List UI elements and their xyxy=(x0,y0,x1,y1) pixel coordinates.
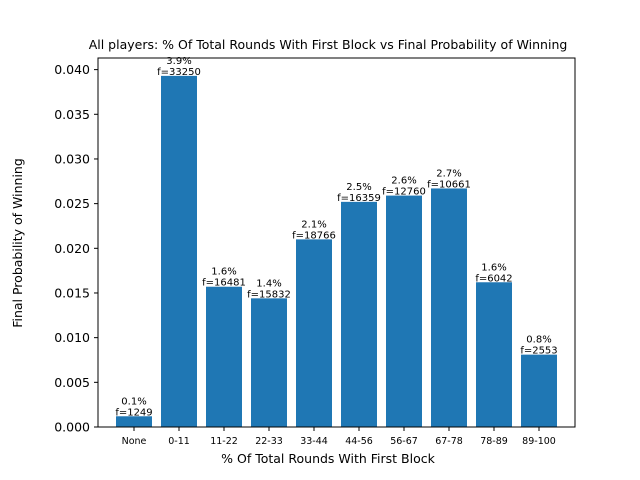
bar-freq-label-5: f=16359 xyxy=(337,193,381,204)
x-tick-label-2: 11-22 xyxy=(210,436,238,447)
bar-1 xyxy=(161,75,197,428)
bar-2 xyxy=(206,286,242,427)
y-tick-label-0: 0.000 xyxy=(54,420,90,435)
plot-frame xyxy=(97,57,576,428)
bar-pct-label-1: 3.9% xyxy=(166,56,191,67)
bar-freq-label-1: f=33250 xyxy=(157,67,201,78)
x-tick-label-1: 0-11 xyxy=(168,436,190,447)
bar-9 xyxy=(521,354,557,427)
y-tick-label-4: 0.020 xyxy=(54,241,90,256)
bar-freq-label-6: f=12760 xyxy=(382,187,426,198)
bar-0 xyxy=(116,416,152,427)
x-tick-label-5: 44-56 xyxy=(345,436,373,447)
bar-freq-label-4: f=18766 xyxy=(292,230,336,241)
x-tick-label-8: 78-89 xyxy=(480,436,508,447)
bar-freq-label-3: f=15832 xyxy=(247,289,291,300)
x-tick-label-4: 33-44 xyxy=(300,436,328,447)
bar-4 xyxy=(296,239,332,427)
bar-pct-label-8: 1.6% xyxy=(481,262,506,273)
x-tick-label-0: None xyxy=(122,436,147,447)
chart-title: All players: % Of Total Rounds With Firs… xyxy=(89,37,568,52)
bar-pct-label-9: 0.8% xyxy=(526,335,551,346)
y-tick-label-7: 0.035 xyxy=(54,107,90,122)
bar-freq-label-8: f=6042 xyxy=(475,273,512,284)
bar-pct-label-0: 0.1% xyxy=(121,396,146,407)
bar-pct-label-5: 2.5% xyxy=(346,182,371,193)
y-tick-label-3: 0.015 xyxy=(54,285,90,300)
bar-pct-label-3: 1.4% xyxy=(256,278,281,289)
bar-5 xyxy=(341,201,377,427)
bar-8 xyxy=(476,282,512,427)
bar-pct-label-2: 1.6% xyxy=(211,267,236,278)
bar-7 xyxy=(431,188,467,427)
bar-freq-label-0: f=1249 xyxy=(115,407,152,418)
x-tick-label-3: 22-33 xyxy=(255,436,283,447)
y-tick-label-8: 0.040 xyxy=(54,62,90,77)
bar-freq-label-2: f=16481 xyxy=(202,278,246,289)
bar-3 xyxy=(251,298,287,427)
y-tick-label-6: 0.030 xyxy=(54,151,90,166)
bar-6 xyxy=(386,195,422,427)
x-tick-label-7: 67-78 xyxy=(435,436,463,447)
y-tick-label-2: 0.010 xyxy=(54,330,90,345)
bar-freq-label-7: f=10661 xyxy=(427,179,471,190)
bars-group xyxy=(116,75,557,428)
x-tick-label-6: 56-67 xyxy=(390,436,418,447)
x-tick-label-9: 89-100 xyxy=(522,436,556,447)
y-tick-label-1: 0.005 xyxy=(54,375,90,390)
y-tick-label-5: 0.025 xyxy=(54,196,90,211)
bar-pct-label-6: 2.6% xyxy=(391,176,416,187)
y-axis: 0.000 0.005 0.010 0.015 0.020 0.025 0.030 0.035… xyxy=(54,62,98,435)
bar-freq-label-9: f=2553 xyxy=(520,346,557,357)
bar-pct-label-7: 2.7% xyxy=(436,168,461,179)
y-axis-label: Final Probability of Winning xyxy=(10,158,25,328)
x-axis: None 0-11 11-22 22-33 33-44 44-56 56-67 67-78 78… xyxy=(122,427,556,447)
x-axis-label: % Of Total Rounds With First Block xyxy=(221,451,435,466)
bar-pct-label-4: 2.1% xyxy=(301,219,326,230)
